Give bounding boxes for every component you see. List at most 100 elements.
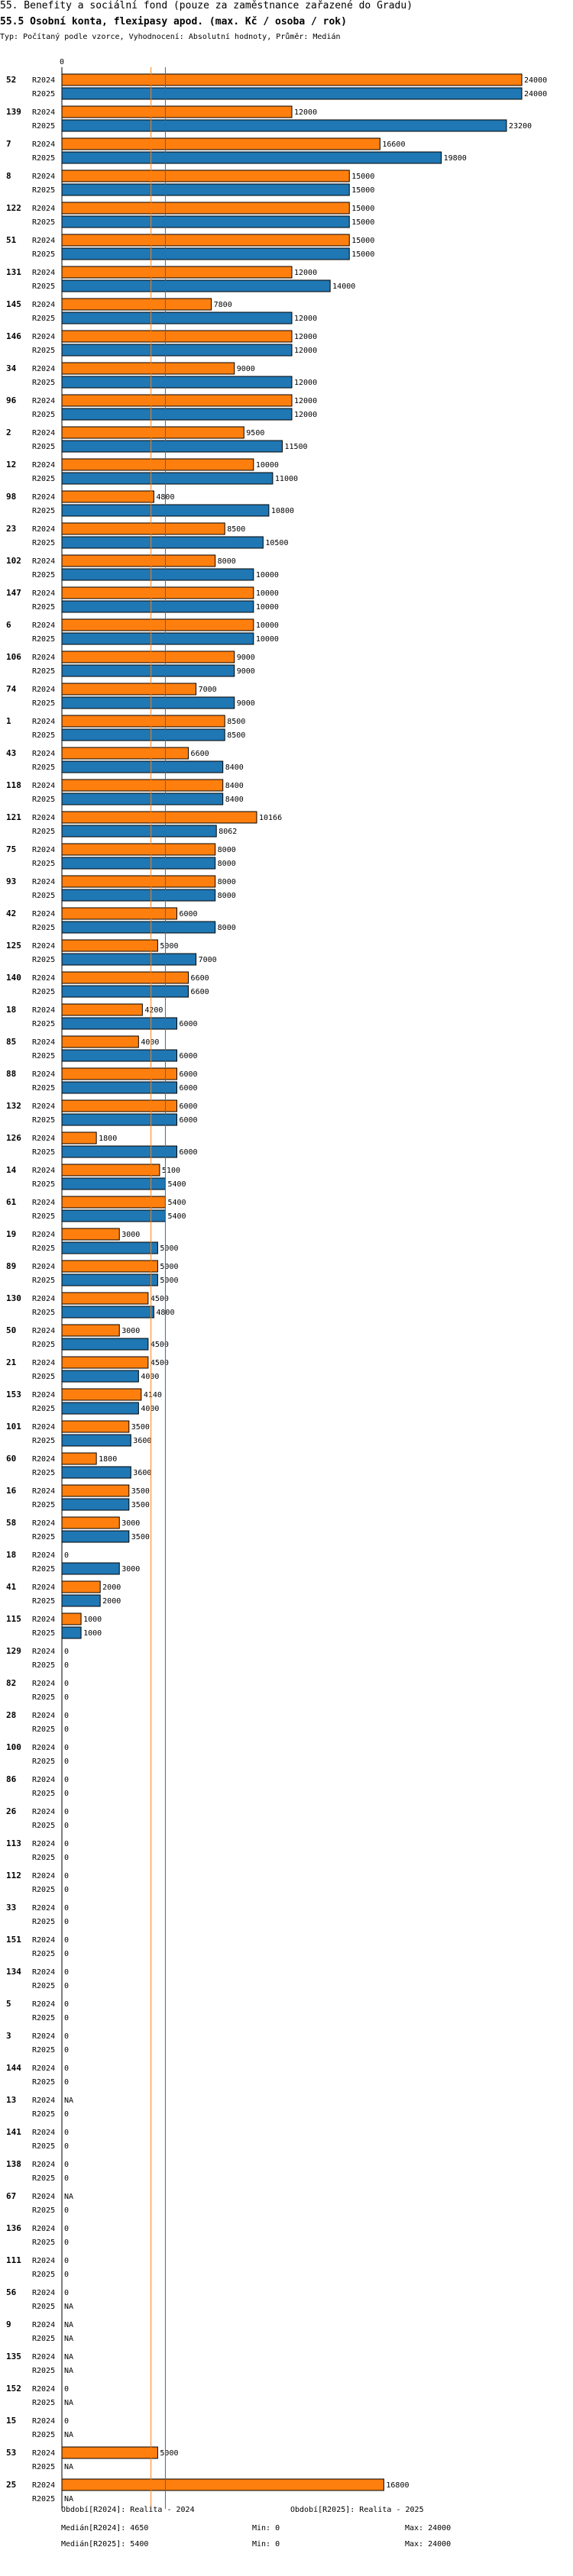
value-label: 8400 bbox=[225, 796, 244, 804]
series-label: R2025 bbox=[32, 2239, 55, 2247]
bar-r2024 bbox=[61, 137, 380, 150]
bar-r2025 bbox=[61, 215, 350, 228]
value-label: 7000 bbox=[199, 686, 217, 694]
value-label: 12000 bbox=[294, 269, 317, 277]
value-label: 12000 bbox=[294, 315, 317, 323]
bar-r2025 bbox=[61, 857, 216, 870]
bar-r2024 bbox=[61, 1164, 160, 1177]
value-label: 4500 bbox=[151, 1295, 169, 1303]
series-label: R2025 bbox=[32, 1212, 55, 1221]
series-label: R2024 bbox=[32, 1616, 55, 1624]
bar-r2025 bbox=[61, 536, 264, 549]
value-label: 9000 bbox=[237, 667, 255, 676]
series-label: R2025 bbox=[32, 1116, 55, 1125]
bar-r2024 bbox=[61, 73, 523, 86]
series-label: R2025 bbox=[32, 1629, 55, 1638]
series-label: R2025 bbox=[32, 507, 55, 515]
chart-title: 55. Benefity a sociální fond (pouze za z… bbox=[0, 0, 413, 11]
value-label: 0 bbox=[64, 1904, 69, 1913]
bar-r2024 bbox=[61, 650, 235, 663]
series-label: R2024 bbox=[32, 2257, 55, 2265]
bar-r2025 bbox=[61, 472, 274, 485]
value-label: 0 bbox=[64, 1551, 69, 1560]
value-label: 6600 bbox=[191, 988, 209, 996]
value-label: 0 bbox=[64, 2032, 69, 2041]
series-label: R2025 bbox=[32, 828, 55, 836]
series-label: R2024 bbox=[32, 1167, 55, 1175]
series-label: R2024 bbox=[32, 589, 55, 598]
series-label: R2025 bbox=[32, 1084, 55, 1093]
value-label: 8000 bbox=[218, 846, 236, 854]
series-label: R2025 bbox=[32, 571, 55, 579]
value-label: 6000 bbox=[180, 1102, 198, 1111]
series-label: R2025 bbox=[32, 1405, 55, 1413]
bar-r2024 bbox=[61, 1452, 97, 1465]
group-label: 13 bbox=[6, 2095, 16, 2105]
group-label: 7 bbox=[6, 139, 11, 149]
series-label: R2024 bbox=[32, 1648, 55, 1656]
value-label: 3600 bbox=[133, 1469, 151, 1477]
group-label: 152 bbox=[6, 2384, 21, 2394]
value-label: 11000 bbox=[275, 475, 298, 483]
group-label: 85 bbox=[6, 1037, 16, 1047]
bar-r2024 bbox=[61, 2478, 384, 2491]
value-label: 4000 bbox=[141, 1373, 159, 1381]
series-label: R2024 bbox=[32, 1904, 55, 1913]
group-label: 41 bbox=[6, 1582, 17, 1592]
bar-r2025 bbox=[61, 87, 523, 100]
bar-r2024 bbox=[61, 1196, 166, 1209]
bar-r2024 bbox=[61, 426, 244, 439]
value-label: 9500 bbox=[246, 429, 264, 437]
series-label: R2024 bbox=[32, 1263, 55, 1271]
bar-r2025 bbox=[61, 696, 235, 709]
value-label: 15000 bbox=[351, 173, 374, 181]
value-label: 0 bbox=[64, 1744, 69, 1752]
series-label: R2025 bbox=[32, 1661, 55, 1670]
bar-r2025 bbox=[61, 632, 254, 645]
series-label: R2025 bbox=[32, 1309, 55, 1317]
bar-r2025 bbox=[61, 1530, 130, 1543]
value-label: 15000 bbox=[351, 205, 374, 213]
series-label: R2025 bbox=[32, 1148, 55, 1157]
group-label: 18 bbox=[6, 1005, 16, 1015]
series-label: R2025 bbox=[32, 154, 55, 163]
value-label: 5400 bbox=[167, 1180, 186, 1189]
group-label: 75 bbox=[6, 844, 16, 854]
series-label: R2024 bbox=[32, 397, 55, 405]
group-label: 136 bbox=[6, 2223, 21, 2233]
value-label: 2000 bbox=[102, 1583, 121, 1592]
series-label: R2024 bbox=[32, 2225, 55, 2233]
series-label: R2025 bbox=[32, 1982, 55, 1990]
bar-r2025 bbox=[61, 408, 293, 421]
series-label: R2025 bbox=[32, 1341, 55, 1349]
bar-r2025 bbox=[61, 183, 350, 196]
series-label: R2024 bbox=[32, 1070, 55, 1079]
bar-r2025 bbox=[61, 760, 224, 773]
bar-r2024 bbox=[61, 1612, 82, 1625]
value-label: 0 bbox=[64, 2225, 69, 2233]
series-label: R2025 bbox=[32, 667, 55, 676]
series-label: R2024 bbox=[32, 1006, 55, 1015]
value-label: 19800 bbox=[444, 154, 467, 163]
group-label: 88 bbox=[6, 1069, 16, 1079]
series-label: R2025 bbox=[32, 2367, 55, 2375]
value-label: 10000 bbox=[256, 621, 279, 630]
value-label: 23200 bbox=[509, 122, 532, 131]
bar-r2025 bbox=[61, 440, 283, 453]
group-label: 19 bbox=[6, 1229, 16, 1239]
value-label: 10000 bbox=[256, 635, 279, 644]
bar-r2025 bbox=[61, 1626, 82, 1639]
series-label: R2024 bbox=[32, 2129, 55, 2137]
series-label: R2025 bbox=[32, 411, 55, 419]
series-label: R2024 bbox=[32, 1840, 55, 1848]
series-label: R2025 bbox=[32, 1244, 55, 1253]
value-label: 0 bbox=[64, 1872, 69, 1880]
series-label: R2025 bbox=[32, 282, 55, 291]
series-label: R2024 bbox=[32, 205, 55, 213]
bar-r2025 bbox=[61, 1434, 131, 1447]
bar-r2024 bbox=[61, 1484, 130, 1497]
group-label: 74 bbox=[6, 684, 17, 694]
value-label: 0 bbox=[64, 1661, 69, 1670]
group-label: 111 bbox=[6, 2255, 21, 2265]
value-label: 8000 bbox=[218, 878, 236, 886]
